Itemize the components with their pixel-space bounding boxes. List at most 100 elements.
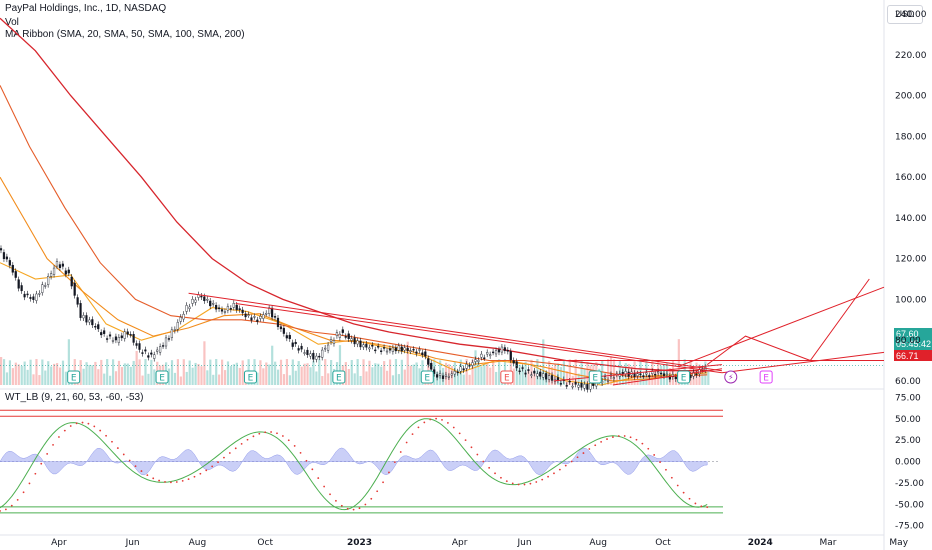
volume-bar xyxy=(182,359,185,385)
osc-signal-dot xyxy=(299,451,302,454)
osc-signal-dot xyxy=(128,459,131,462)
volume-bar xyxy=(492,360,495,385)
volume-bar xyxy=(256,372,259,385)
candle-body xyxy=(315,355,318,360)
time-tick-label: Apr xyxy=(452,538,468,548)
osc-signal-dot xyxy=(276,432,278,435)
volume-bar xyxy=(312,360,315,385)
osc-signal-dot xyxy=(134,465,137,468)
ma-ribbon-label: MA Ribbon (SMA, 20, SMA, 50, SMA, 100, S… xyxy=(5,29,245,40)
candle-body xyxy=(73,282,76,296)
candle-body xyxy=(108,334,112,337)
osc-signal-dot xyxy=(405,441,408,444)
candle-body xyxy=(403,347,406,351)
osc-signal-dot xyxy=(16,498,19,501)
candle-body xyxy=(173,329,176,331)
osc-signal-dot xyxy=(517,483,520,486)
osc-signal-dot xyxy=(346,507,349,510)
volume-bar xyxy=(123,363,126,385)
earnings-letter: E xyxy=(763,374,769,384)
osc-signal-dot xyxy=(234,447,237,450)
candle-body xyxy=(161,345,165,347)
osc-signal-dot xyxy=(164,480,166,483)
candle-body xyxy=(288,334,291,340)
volume-bar xyxy=(480,366,483,385)
candle-body xyxy=(23,293,26,298)
earnings-marker xyxy=(155,370,169,384)
trendlines[interactable] xyxy=(188,278,885,386)
osc-signal-dot xyxy=(40,462,43,465)
osc-wave-line xyxy=(0,418,708,511)
osc-signal-dot xyxy=(694,502,697,505)
candle-body xyxy=(273,316,277,318)
price-tick-label: 200.00 xyxy=(895,92,927,102)
candle-body xyxy=(203,296,206,302)
candle-body xyxy=(297,348,300,351)
volume-bar xyxy=(350,359,353,385)
candle-body xyxy=(648,375,651,377)
candle-body xyxy=(465,364,468,369)
osc-signal-dot xyxy=(364,503,367,506)
osc-signal-dot xyxy=(111,440,113,443)
volume-bar xyxy=(415,362,418,385)
volume-bar xyxy=(50,366,53,385)
candle-body xyxy=(182,313,185,320)
candle-body xyxy=(126,331,129,335)
volume-bar xyxy=(179,376,182,385)
volume-bar xyxy=(129,366,132,385)
candle-body xyxy=(209,300,212,307)
volume-bar xyxy=(203,341,206,385)
volume-bar xyxy=(94,361,97,385)
volume-bar xyxy=(232,364,235,385)
candle-body xyxy=(441,375,445,379)
volume-bar xyxy=(209,359,212,385)
candle-body xyxy=(547,375,551,380)
osc-signal-dot xyxy=(564,464,567,467)
volume-bar xyxy=(85,362,88,385)
candle-body xyxy=(489,354,492,357)
volume-bar xyxy=(44,370,47,385)
volume-bar xyxy=(200,366,203,385)
volume-bar xyxy=(276,369,280,385)
candle-body xyxy=(129,334,132,336)
candle-body xyxy=(480,353,483,358)
volume-bar xyxy=(103,373,106,385)
candle-body xyxy=(156,349,159,352)
candle-body xyxy=(556,377,560,381)
volume-bar xyxy=(388,359,392,385)
osc-signal-dot xyxy=(329,493,331,496)
candle-body xyxy=(662,373,666,376)
candle-body xyxy=(215,305,218,310)
candle-body xyxy=(436,374,439,378)
volume-bar xyxy=(147,373,150,385)
candle-body xyxy=(123,331,126,339)
volume-bar xyxy=(114,371,118,385)
osc-signal-dot xyxy=(588,448,591,450)
candle-body xyxy=(49,273,53,277)
volume-bar xyxy=(553,363,557,385)
volume-bar xyxy=(403,369,406,385)
price-tick-label: 60.00 xyxy=(895,377,921,387)
time-tick-label: Oct xyxy=(655,538,671,548)
candle-body xyxy=(565,385,568,387)
volume-bar xyxy=(330,359,333,385)
volume-bar xyxy=(612,359,616,385)
candle-body xyxy=(321,349,324,358)
volume-label: Vol xyxy=(5,17,19,28)
candle-body xyxy=(14,271,17,278)
osc-signal-dot xyxy=(523,483,526,486)
time-tick-label: Aug xyxy=(589,538,607,548)
currency-button[interactable]: USD xyxy=(887,5,923,24)
candle-body xyxy=(468,365,471,367)
trendline-upper-resistance xyxy=(188,292,723,372)
candle-body xyxy=(38,293,41,295)
candle-body xyxy=(515,361,518,369)
candle-body xyxy=(147,355,150,358)
osc-signal-dot xyxy=(653,454,656,456)
candle-body xyxy=(374,349,377,352)
osc-signal-dot xyxy=(211,465,214,468)
earnings-markers[interactable]: E E E E E E E E ⚡ E xyxy=(67,370,773,384)
candle-body xyxy=(282,327,285,334)
candle-body xyxy=(583,384,586,389)
